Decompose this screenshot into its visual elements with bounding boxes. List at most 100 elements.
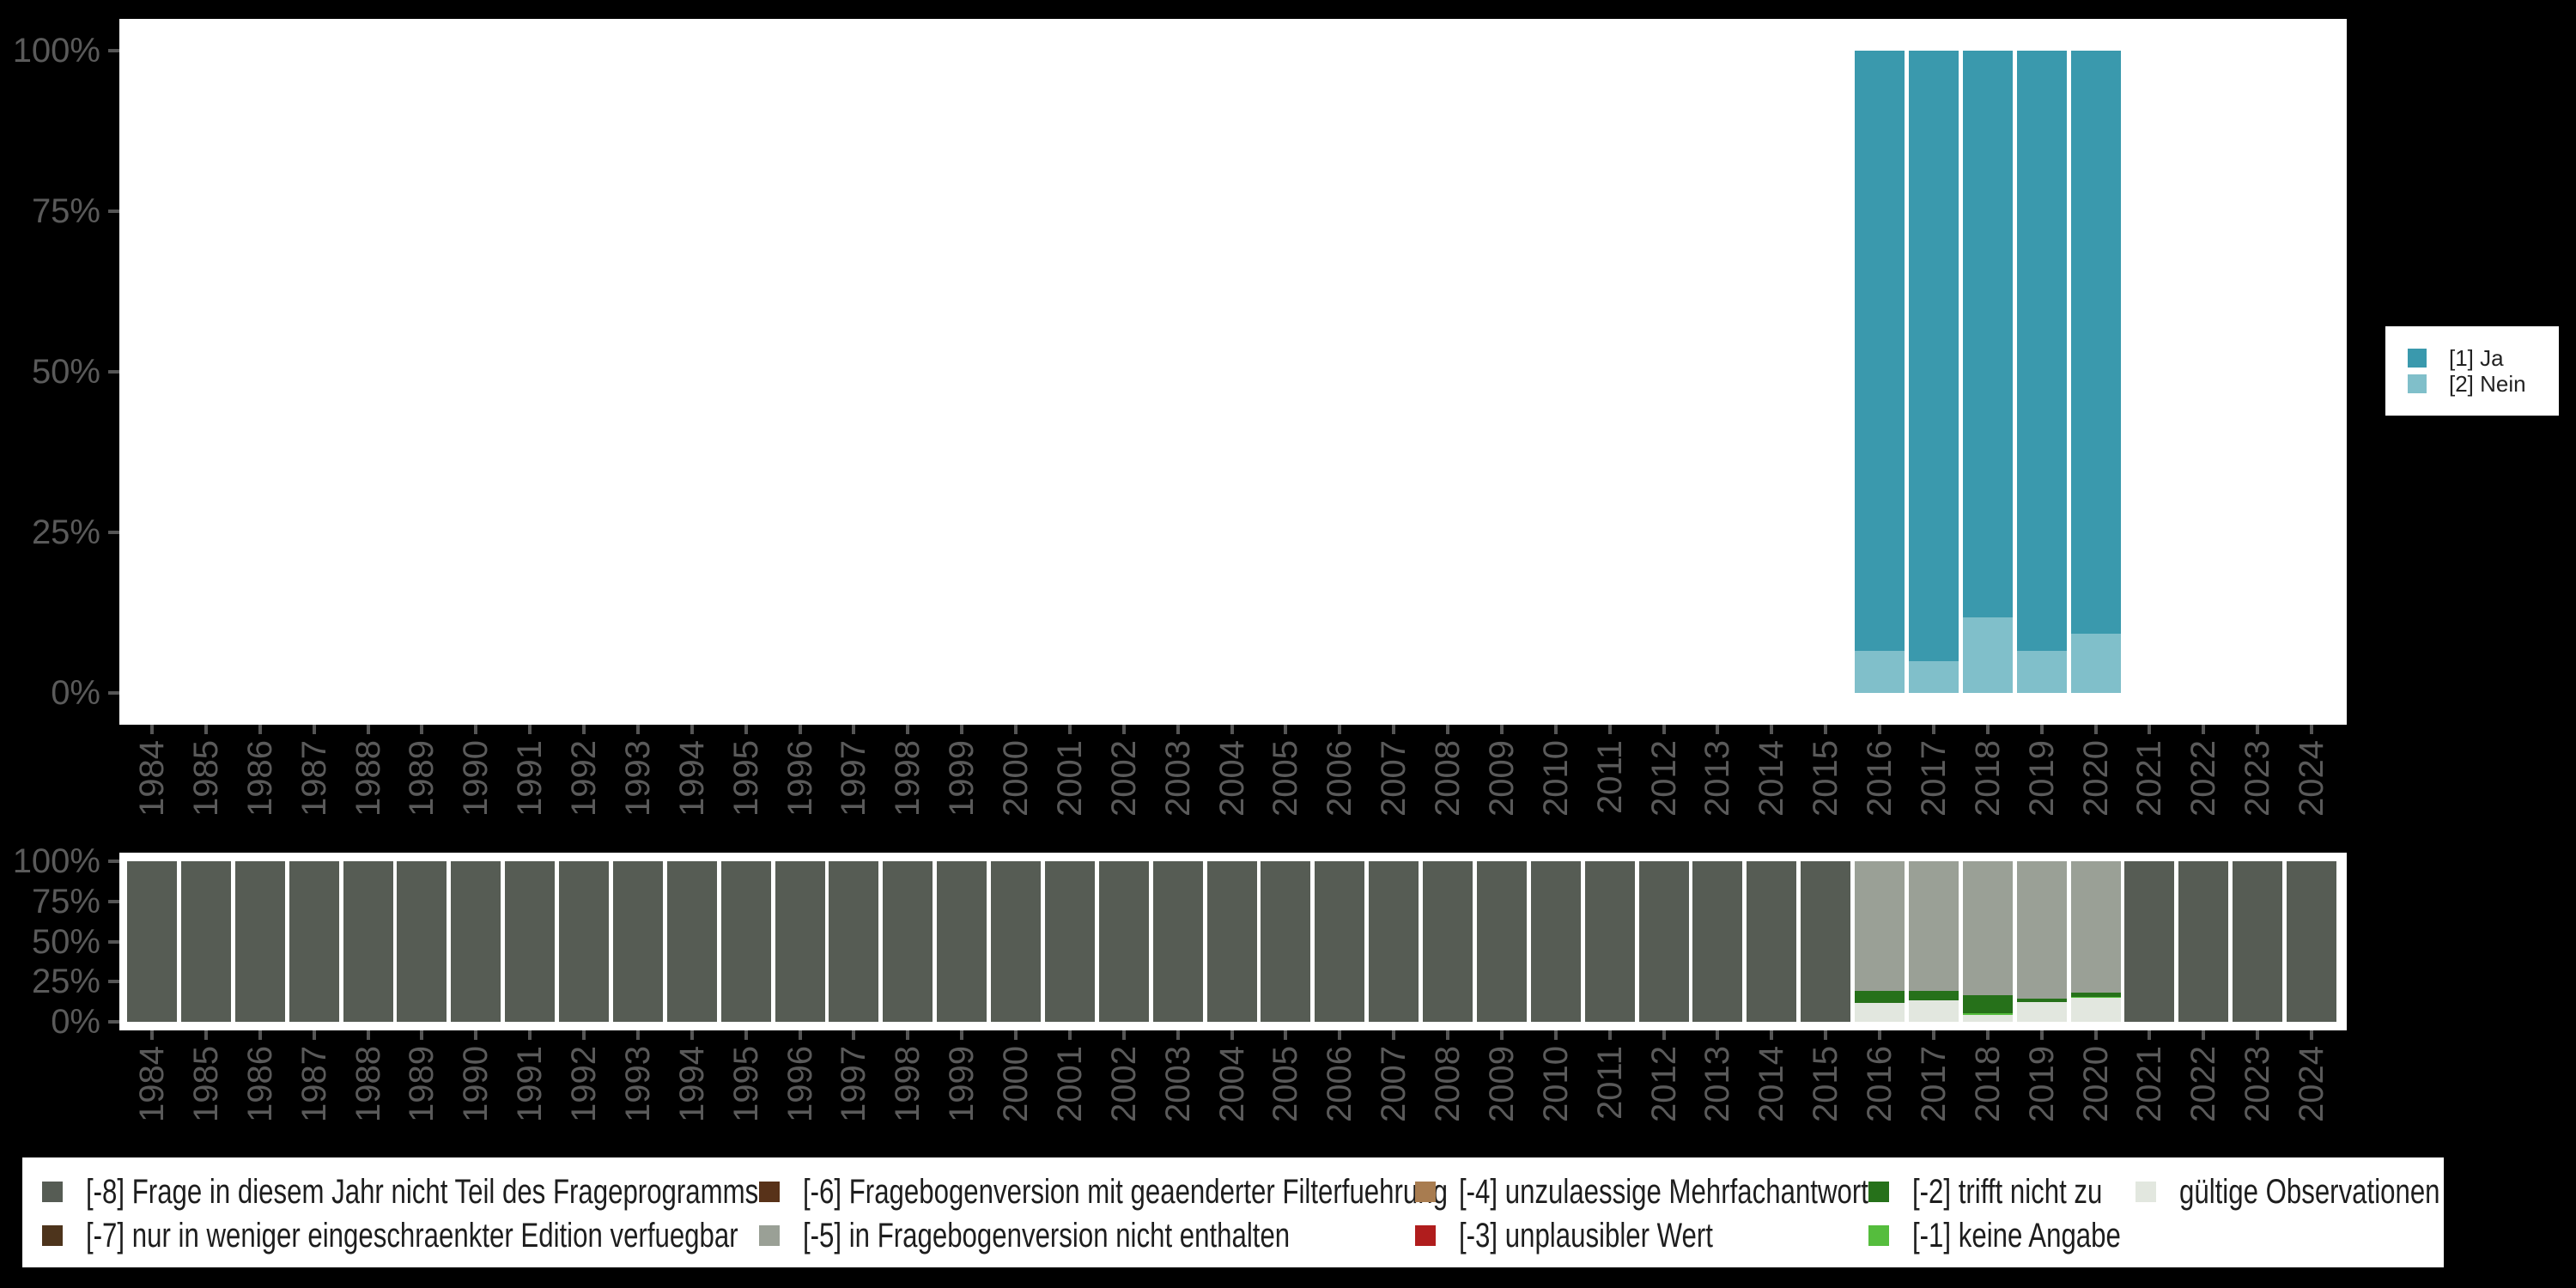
y-axis-label: 25% — [31, 963, 100, 1001]
x-axis-tick — [852, 725, 856, 734]
bar-segment-2018 — [1962, 1015, 2013, 1022]
x-axis-tick — [2310, 725, 2313, 734]
x-axis-tick — [1338, 1030, 1342, 1040]
x-axis-tick — [1338, 725, 1342, 734]
bar-segment-2016 — [1855, 861, 1905, 991]
x-axis-tick — [1662, 725, 1666, 734]
legend-label-ja: [1] Ja — [2449, 344, 2504, 371]
x-axis-tick — [528, 1030, 532, 1040]
x-axis-tick — [1607, 1030, 1612, 1040]
legend-swatch--5 — [759, 1225, 780, 1246]
bar-segment-2009 — [1476, 861, 1527, 1022]
bar-segment-2021 — [2124, 861, 2175, 1022]
bar-segment-2003 — [1152, 861, 1203, 1022]
y-axis-tick — [108, 691, 119, 695]
legend-swatch--3 — [1415, 1225, 1436, 1246]
x-axis-label-2019: 2019 — [2022, 1046, 2061, 1122]
x-axis-label-1998: 1998 — [889, 1046, 927, 1122]
x-axis-label-2015: 2015 — [1807, 1046, 1845, 1122]
x-axis-label-2002: 2002 — [1104, 1046, 1143, 1122]
x-axis-label-1986: 1986 — [240, 1046, 279, 1122]
x-axis-label-2003: 2003 — [1158, 1046, 1197, 1122]
x-axis-tick — [2256, 725, 2260, 734]
x-axis-tick — [1230, 1030, 1234, 1040]
x-axis-tick — [1770, 1030, 1774, 1040]
x-axis-label-1997: 1997 — [835, 1046, 873, 1122]
legend-swatch--1 — [1868, 1225, 1889, 1246]
x-axis-label-2013: 2013 — [1698, 1046, 1737, 1122]
x-axis-tick — [1121, 1030, 1126, 1040]
x-axis-tick — [420, 725, 424, 734]
x-axis-tick — [204, 725, 208, 734]
x-axis-label-2023: 2023 — [2239, 1046, 2277, 1122]
x-axis-tick — [1284, 1030, 1288, 1040]
x-axis-tick — [2039, 1030, 2044, 1040]
bar-segment-2002 — [1098, 861, 1149, 1022]
legend-swatch--8 — [42, 1182, 63, 1202]
x-axis-label-2000: 2000 — [997, 1046, 1035, 1122]
x-axis-tick — [1014, 1030, 1018, 1040]
bar-segment-2001 — [1044, 861, 1095, 1022]
bar-segment-2012 — [1638, 861, 1689, 1022]
legend-label-nein: [2] Nein — [2449, 370, 2526, 397]
legend-label--1: [-1] keine Angabe — [1912, 1217, 2121, 1255]
y-axis-tick — [108, 370, 119, 374]
x-axis-tick — [366, 725, 370, 734]
x-axis-tick — [2039, 725, 2044, 734]
x-axis-tick — [906, 725, 910, 734]
x-axis-tick — [798, 725, 802, 734]
bar-segment-2018 — [1962, 617, 2013, 693]
x-axis-tick — [2148, 725, 2152, 734]
bar-segment-1992 — [559, 861, 609, 1022]
bar-segment-2006 — [1315, 861, 1365, 1022]
bar-segment-2019 — [2016, 1001, 2067, 1022]
x-axis-tick — [1067, 725, 1072, 734]
legend-row-nein: [2] Nein — [2408, 371, 2559, 397]
x-axis-tick — [312, 1030, 316, 1040]
x-axis-tick — [2093, 1030, 2098, 1040]
bar-segment-1995 — [720, 861, 771, 1022]
bar-segment-2004 — [1206, 861, 1257, 1022]
x-axis-label-1991: 1991 — [511, 1046, 550, 1122]
bar-segment-2019 — [2016, 999, 2067, 1002]
x-axis-tick — [1176, 1030, 1180, 1040]
bar-segment-2007 — [1369, 861, 1419, 1022]
x-axis-tick — [1931, 1030, 1935, 1040]
x-axis-label-1992: 1992 — [565, 1046, 603, 1122]
y-axis-label: 100% — [12, 32, 100, 70]
x-axis-label-2016: 2016 — [1861, 1046, 1899, 1122]
x-axis-tick — [1607, 725, 1612, 734]
x-axis-label-2012: 2012 — [1644, 1046, 1683, 1122]
x-axis-tick — [420, 1030, 424, 1040]
legend-swatch--2 — [1868, 1182, 1889, 1202]
bar-segment-1999 — [937, 861, 987, 1022]
x-axis-label-2011: 2011 — [1590, 1046, 1629, 1121]
bar-segment-2016 — [1855, 1002, 1905, 1022]
bar-segment-1987 — [289, 861, 339, 1022]
bar-segment-2019 — [2016, 51, 2067, 652]
x-axis-label-2020: 2020 — [2076, 1046, 2115, 1122]
x-axis-tick — [150, 1030, 154, 1040]
x-axis-tick — [258, 725, 262, 734]
x-axis-label-2022: 2022 — [2184, 1046, 2223, 1122]
bar-segment-1993 — [612, 861, 663, 1022]
bar-segment-1997 — [829, 861, 879, 1022]
x-axis-tick — [690, 725, 694, 734]
y-axis-tick — [108, 980, 119, 984]
bar-segment-2022 — [2178, 861, 2229, 1022]
x-axis-tick — [528, 725, 532, 734]
bar-segment-2023 — [2233, 861, 2283, 1022]
x-axis-label-1990: 1990 — [457, 1046, 495, 1122]
bar-segment-2019 — [2016, 861, 2067, 999]
x-axis-label-1994: 1994 — [672, 1046, 711, 1122]
x-axis-label-2021: 2021 — [2130, 1046, 2169, 1122]
x-axis-tick — [2256, 1030, 2260, 1040]
bar-segment-1994 — [666, 861, 717, 1022]
y-axis-tick — [108, 860, 119, 863]
x-axis-label-2014: 2014 — [1753, 1046, 1791, 1122]
bar-segment-2017 — [1908, 660, 1959, 693]
y-axis-tick — [108, 210, 119, 213]
x-axis-label-2018: 2018 — [1968, 1046, 2007, 1122]
bar-segment-2020 — [2070, 997, 2121, 998]
bar-segment-2013 — [1692, 861, 1743, 1022]
